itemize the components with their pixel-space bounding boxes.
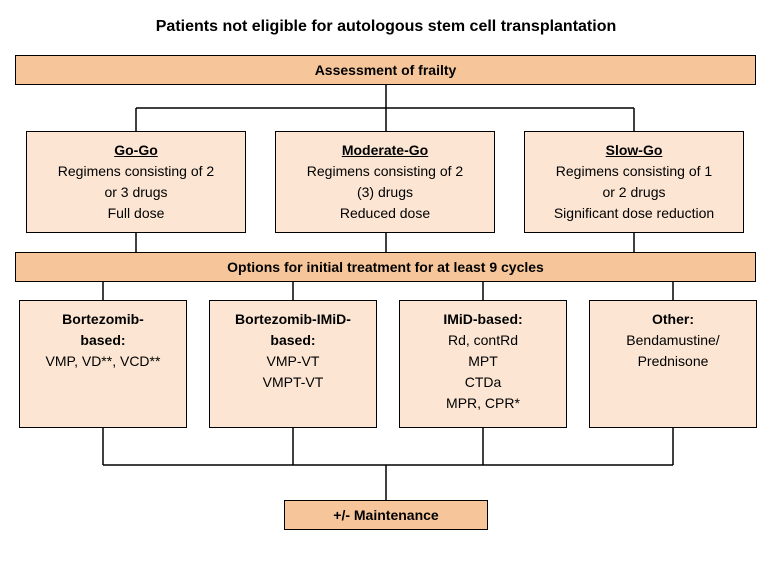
slow-heading: Slow-Go [606, 140, 663, 161]
maintenance-box: +/- Maintenance [284, 500, 488, 530]
imid-line3: CTDa [465, 372, 502, 393]
options-text: Options for initial treatment for at lea… [227, 257, 544, 278]
imid-line1: Rd, contRd [448, 330, 518, 351]
imid-heading: IMiD-based: [443, 309, 522, 330]
moderate-line2: (3) drugs [357, 182, 413, 203]
imid-line2: MPT [468, 351, 498, 372]
moderate-box: Moderate-Go Regimens consisting of 2 (3)… [275, 131, 495, 233]
bortezomib-heading: Bortezomib- based: [62, 309, 144, 351]
other-heading: Other: [652, 309, 694, 330]
imid-box: IMiD-based: Rd, contRd MPT CTDa MPR, CPR… [399, 300, 567, 428]
maintenance-text: +/- Maintenance [333, 505, 438, 526]
other-line1: Bendamustine/ [626, 330, 719, 351]
moderate-heading: Moderate-Go [342, 140, 428, 161]
slow-box: Slow-Go Regimens consisting of 1 or 2 dr… [524, 131, 744, 233]
other-line2: Prednisone [638, 351, 709, 372]
assessment-text: Assessment of frailty [315, 60, 457, 81]
bort-imid-heading: Bortezomib-IMiD- based: [235, 309, 351, 351]
gogo-line3: Full dose [108, 203, 165, 224]
gogo-line1: Regimens consisting of 2 [58, 161, 214, 182]
bort-imid-line1: VMP-VT [267, 351, 320, 372]
moderate-line3: Reduced dose [340, 203, 430, 224]
imid-line4: MPR, CPR* [446, 393, 520, 414]
slow-line1: Regimens consisting of 1 [556, 161, 712, 182]
bort-imid-line2: VMPT-VT [263, 372, 324, 393]
moderate-line1: Regimens consisting of 2 [307, 161, 463, 182]
slow-line3: Significant dose reduction [554, 203, 714, 224]
diagram-title: Patients not eligible for autologous ste… [0, 18, 772, 36]
bort-imid-box: Bortezomib-IMiD- based: VMP-VT VMPT-VT [209, 300, 377, 428]
other-box: Other: Bendamustine/ Prednisone [589, 300, 757, 428]
options-header-box: Options for initial treatment for at lea… [15, 252, 756, 282]
gogo-line2: or 3 drugs [104, 182, 167, 203]
bortezomib-line1: VMP, VD**, VCD** [46, 351, 161, 372]
slow-line2: or 2 drugs [602, 182, 665, 203]
gogo-heading: Go-Go [114, 140, 158, 161]
bortezomib-box: Bortezomib- based: VMP, VD**, VCD** [19, 300, 187, 428]
gogo-box: Go-Go Regimens consisting of 2 or 3 drug… [26, 131, 246, 233]
assessment-header-box: Assessment of frailty [15, 55, 756, 85]
